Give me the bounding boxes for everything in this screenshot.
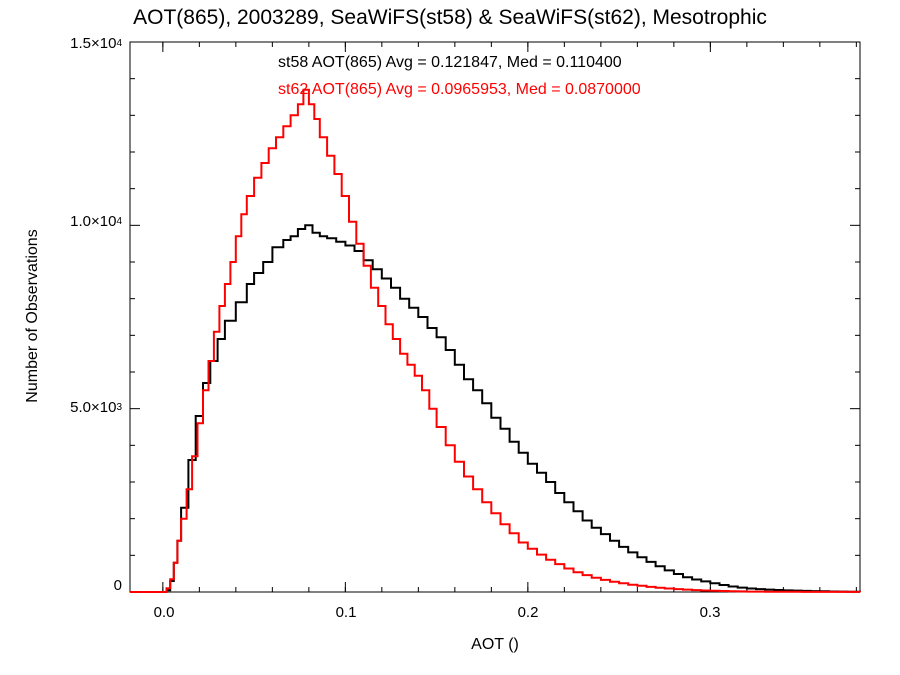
x-tick-label-0.1: 0.1 [335, 604, 357, 621]
annotation-st58: st58 AOT(865) Avg = 0.121847, Med = 0.11… [278, 54, 622, 71]
x-axis-label: AOT () [471, 636, 519, 653]
x-tick-label-0.3: 0.3 [699, 604, 721, 621]
series-line-0 [130, 224, 861, 593]
x-tick-label-0: 0.0 [153, 604, 175, 621]
y-tick-label-0: 0 [113, 577, 122, 594]
y-tick-label-15000: 1.5×104 [70, 35, 122, 52]
y-tick-label-5000: 5.0×103 [70, 399, 122, 416]
chart-title: AOT(865), 2003289, SeaWiFS(st58) & SeaWi… [133, 6, 767, 29]
series-line-1 [130, 88, 861, 593]
annotation-st62: st62 AOT(865) Avg = 0.0965953, Med = 0.0… [278, 81, 641, 98]
plot-frame [129, 41, 861, 593]
y-tick-label-10000: 1.0×104 [70, 213, 122, 230]
x-tick-label-0.2: 0.2 [517, 604, 539, 621]
